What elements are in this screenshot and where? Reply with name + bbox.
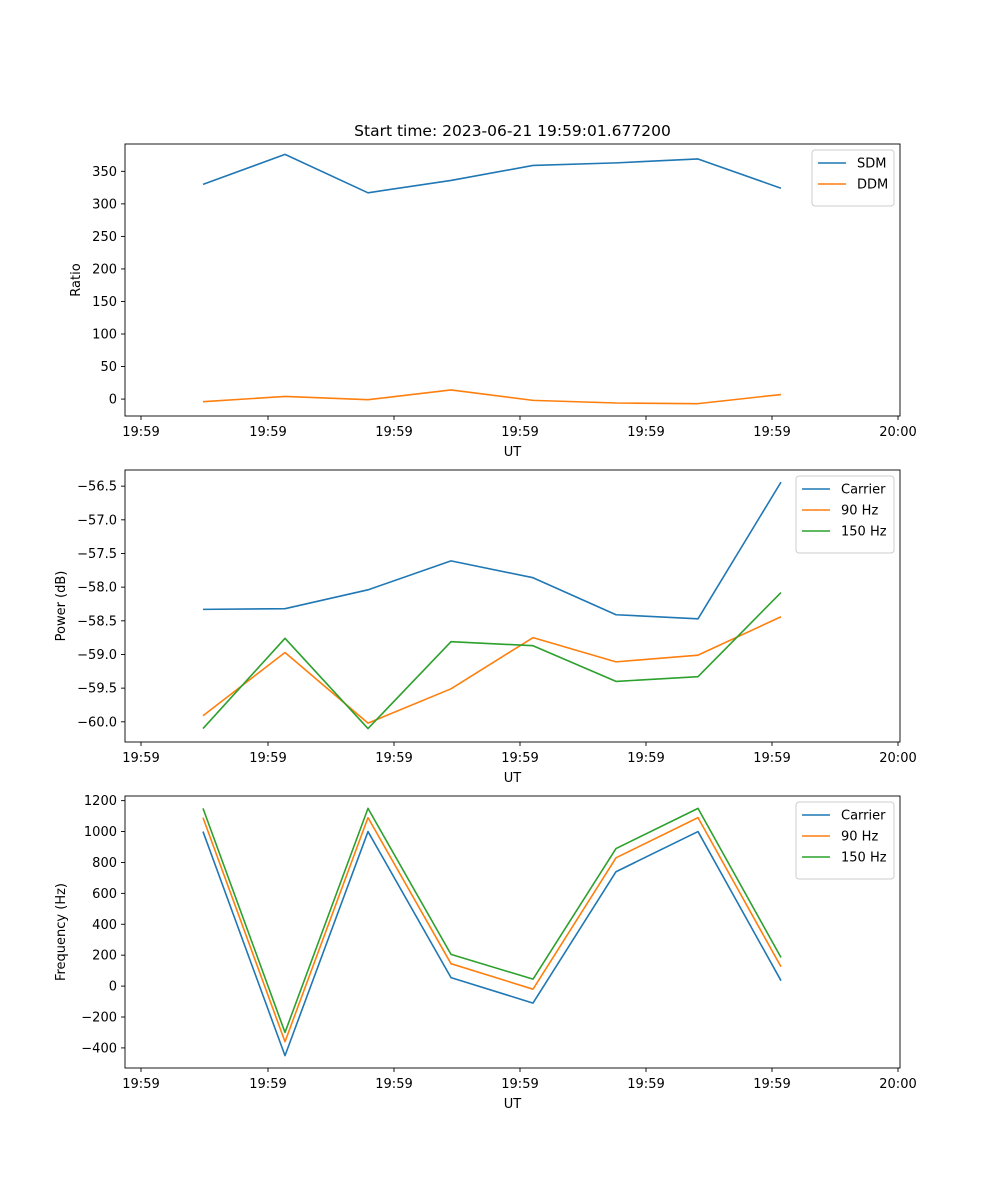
- y-tick-label: 50: [100, 360, 117, 375]
- legend-label: Carrier: [841, 483, 886, 498]
- legend: Carrier 90 Hz 150 Hz: [795, 801, 895, 880]
- x-tick-label: 19:59: [753, 425, 790, 440]
- y-tick-label: 800: [92, 856, 117, 871]
- x-tick-label: 19:59: [501, 751, 538, 766]
- legend-box: [795, 801, 895, 880]
- legend-label: DDM: [857, 178, 888, 193]
- y-axis-label: Power (dB): [54, 571, 69, 642]
- x-tick-label: 19:59: [627, 1077, 664, 1092]
- series-line-150-hz: [202, 807, 782, 1034]
- y-tick-label: 250: [92, 230, 117, 245]
- chart-panel-3: 19:59 19:59 19:59 19:59 19:59 19:59 20:00 −400 −…: [54, 794, 917, 1112]
- x-tick-label: 19:59: [375, 425, 412, 440]
- legend-label: 150 Hz: [841, 525, 887, 540]
- x-axis-label: UT: [504, 1097, 522, 1112]
- series-line-carrier: [202, 481, 782, 620]
- x-tick-label: 19:59: [375, 751, 412, 766]
- x-tick-label: 20:00: [879, 751, 916, 766]
- axes-frame: [124, 795, 901, 1069]
- y-tick-label: −60.0: [77, 715, 117, 730]
- series-line-90-hz: [202, 616, 782, 724]
- x-tick-label: 20:00: [879, 425, 916, 440]
- y-tick-label: 400: [92, 918, 117, 933]
- x-tick-label: 19:59: [627, 425, 664, 440]
- x-tick-label: 19:59: [753, 1077, 790, 1092]
- chart-panel-1: 19:59 19:59 19:59 19:59 19:59 19:59 20:00 0 50 10…: [69, 122, 917, 460]
- legend: Carrier 90 Hz 150 Hz: [795, 475, 895, 554]
- x-axis-label: UT: [504, 771, 522, 786]
- y-tick-label: −57.5: [77, 547, 117, 562]
- x-tick-label: 19:59: [375, 1077, 412, 1092]
- y-tick-label: 200: [92, 949, 117, 964]
- x-tick-label: 19:59: [122, 1077, 159, 1092]
- y-tick-label: 1000: [84, 825, 117, 840]
- legend-label: 90 Hz: [841, 830, 878, 845]
- series-line-150-hz: [202, 591, 782, 730]
- x-tick-label: 19:59: [501, 425, 538, 440]
- y-tick-label: −56.5: [77, 480, 117, 495]
- y-axis-label: Ratio: [69, 263, 84, 296]
- legend-label: SDM: [857, 157, 886, 172]
- y-tick-label: 1200: [84, 794, 117, 809]
- series-line-carrier: [202, 830, 782, 1057]
- y-axis-label: Frequency (Hz): [54, 883, 69, 981]
- y-tick-label: 0: [109, 980, 117, 995]
- y-tick-label: 100: [92, 328, 117, 343]
- x-tick-label: 20:00: [879, 1077, 916, 1092]
- y-tick-label: −58.5: [77, 614, 117, 629]
- y-tick-label: 200: [92, 262, 117, 277]
- x-tick-label: 19:59: [249, 1077, 286, 1092]
- y-tick-label: 600: [92, 887, 117, 902]
- axes-frame: [124, 143, 901, 417]
- legend-box: [795, 475, 895, 554]
- x-tick-label: 19:59: [501, 1077, 538, 1092]
- y-tick-label: 350: [92, 165, 117, 180]
- x-tick-label: 19:59: [122, 751, 159, 766]
- legend-box: [811, 149, 895, 207]
- x-tick-label: 19:59: [122, 425, 159, 440]
- series-line-90-hz: [202, 816, 782, 1043]
- series-line-ddm: [202, 389, 782, 405]
- y-tick-label: −57.0: [77, 513, 117, 528]
- y-tick-label: 150: [92, 295, 117, 310]
- x-tick-label: 19:59: [753, 751, 790, 766]
- y-tick-label: −59.0: [77, 648, 117, 663]
- y-tick-label: 0: [109, 393, 117, 408]
- axes-frame: [124, 469, 901, 743]
- y-tick-label: 300: [92, 197, 117, 212]
- y-tick-label: −59.5: [77, 682, 117, 697]
- y-tick-label: −400: [81, 1041, 117, 1056]
- y-tick-label: −200: [81, 1011, 117, 1026]
- legend-label: 90 Hz: [841, 504, 878, 519]
- chart-panel-2: 19:59 19:59 19:59 19:59 19:59 19:59 20:00 −60.0…: [54, 469, 917, 786]
- series-line-sdm: [202, 153, 782, 194]
- x-tick-label: 19:59: [249, 425, 286, 440]
- x-tick-label: 19:59: [249, 751, 286, 766]
- chart-title: Start time: 2023-06-21 19:59:01.677200: [354, 122, 671, 140]
- y-tick-label: −58.0: [77, 581, 117, 596]
- legend-label: 150 Hz: [841, 851, 887, 866]
- legend-label: Carrier: [841, 809, 886, 824]
- x-tick-label: 19:59: [627, 751, 664, 766]
- legend: SDM DDM: [811, 149, 895, 207]
- x-axis-label: UT: [504, 445, 522, 460]
